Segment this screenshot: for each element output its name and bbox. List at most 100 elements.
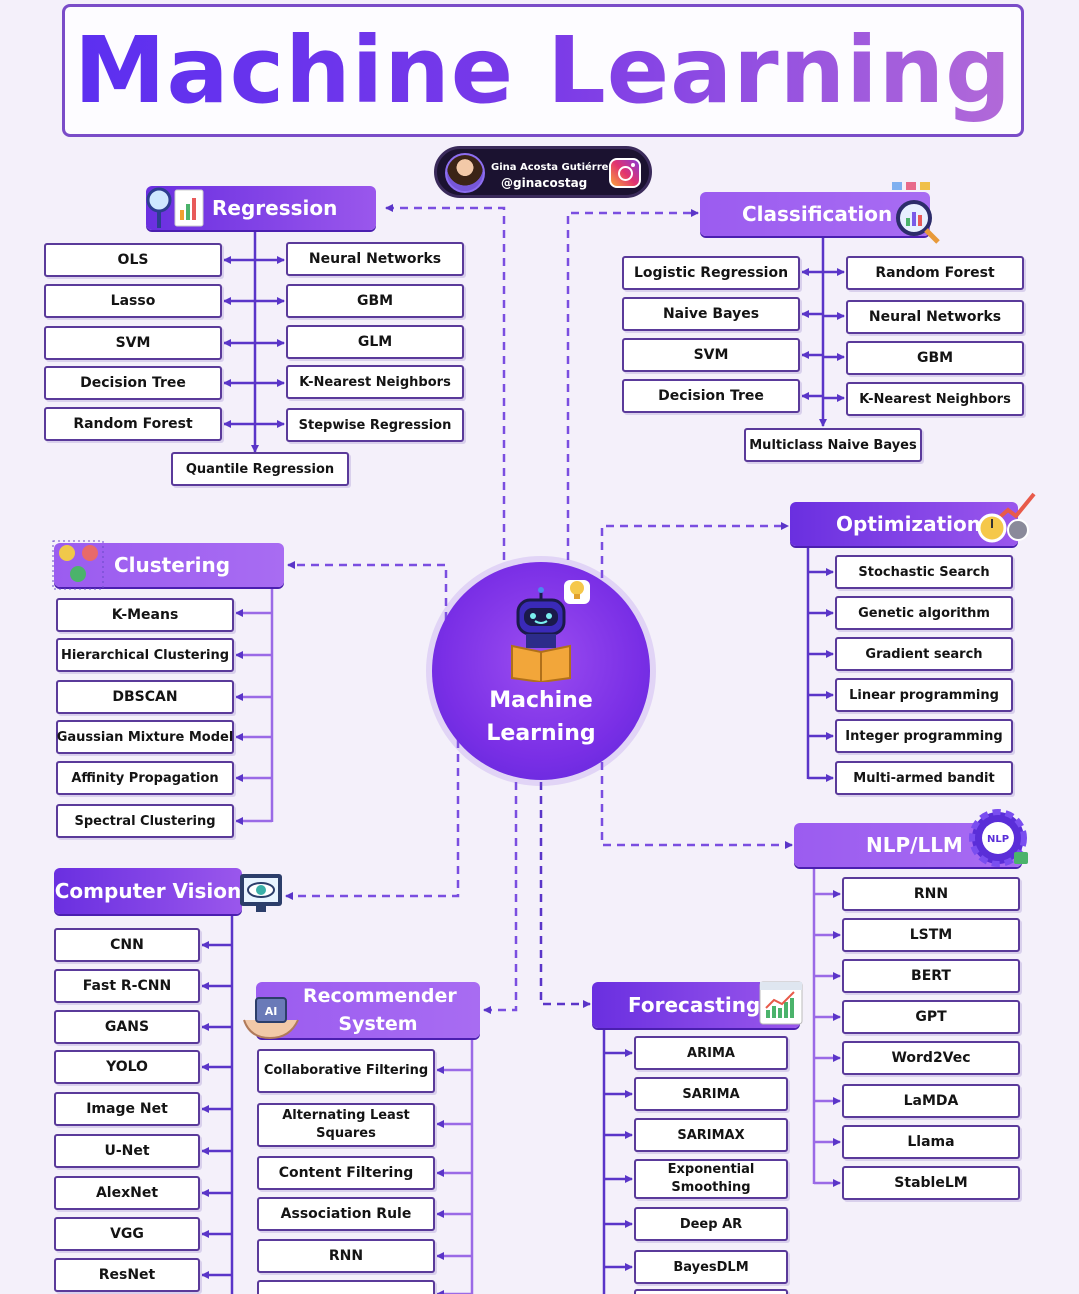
regression-item: SVM (44, 326, 222, 360)
nlp-badge-text: NLP (987, 834, 1009, 845)
recommender-item: Association Rule (257, 1197, 435, 1231)
vision-item: Fast R-CNN (54, 969, 200, 1003)
recommender-item: Alternating Least Squares (257, 1103, 435, 1147)
nlp-gear-icon: NLP (969, 809, 1028, 867)
optimization-item: Gradient search (835, 637, 1013, 671)
recommender-item: Content Filtering (257, 1156, 435, 1190)
category-label: Recommender System (303, 985, 457, 1035)
nlp-item: BERT (842, 959, 1020, 993)
nlp-item: RNN (842, 877, 1020, 911)
classification-item: GBM (846, 341, 1024, 375)
classification-item: Neural Networks (846, 300, 1024, 334)
classification-item: SVM (622, 338, 800, 372)
link-recommender (483, 782, 518, 1014)
regression-item: Lasso (44, 284, 222, 318)
nlp-item: StableLM (842, 1166, 1020, 1200)
vision-item: Image Net (54, 1092, 200, 1126)
clustering-item: Hierarchical Clustering (56, 638, 234, 672)
vision-item: GANS (54, 1010, 200, 1044)
author-name: Gina Acosta Gutiérrez (491, 162, 615, 173)
category-classification: Classification (700, 192, 930, 236)
monitor-eye-icon (240, 874, 282, 912)
category-label: Clustering (114, 553, 231, 577)
clustering-item: Affinity Propagation (56, 761, 234, 795)
classification-item: Decision Tree (622, 379, 800, 413)
clustering-item: K-Means (56, 598, 234, 632)
category-computer-vision: Computer Vision (54, 868, 242, 914)
regression-item: GBM (286, 284, 464, 318)
title-banner: Machine Learning (62, 4, 1024, 137)
author-badge[interactable]: Gina Acosta Gutiérrez @ginacostag (434, 146, 652, 198)
nlp-item: GPT (842, 1000, 1020, 1034)
recommender-item-cut (257, 1280, 435, 1294)
classification-item: Random Forest (846, 256, 1024, 290)
classification-item: Naive Bayes (622, 297, 800, 331)
clustering-item: DBSCAN (56, 680, 234, 714)
optimization-item: Genetic algorithm (835, 596, 1013, 630)
category-label: Optimization (836, 512, 981, 536)
nlp-item: LSTM (842, 918, 1020, 952)
regression-item: Quantile Regression (171, 452, 349, 486)
ai-hands-icon: AI (243, 997, 299, 1040)
optimization-item: Multi-armed bandit (835, 761, 1013, 795)
regression-item: Neural Networks (286, 242, 464, 276)
category-label: Computer Vision (54, 879, 242, 903)
forecasting-item: Deep AR (634, 1207, 788, 1241)
category-recommender-system: Recommender System (256, 982, 480, 1038)
regression-item: Decision Tree (44, 366, 222, 400)
link-vision (285, 740, 460, 900)
clustering-item: Spectral Clustering (56, 804, 234, 838)
forecasting-item: SARIMA (634, 1077, 788, 1111)
forecasting-item: ARIMA (634, 1036, 788, 1070)
nlp-item: LaMDA (842, 1084, 1020, 1118)
classification-item: Logistic Regression (622, 256, 800, 290)
central-topic: Machine Learning (432, 562, 650, 780)
category-label: Regression (212, 196, 338, 220)
vision-item: ResNet (54, 1258, 200, 1292)
category-clustering: Clustering (54, 543, 284, 587)
stopwatch-gear-icon (977, 492, 1036, 543)
vision-item: YOLO (54, 1050, 200, 1084)
avatar (445, 153, 485, 193)
link-forecasting (539, 782, 591, 1008)
nlp-item: Word2Vec (842, 1041, 1020, 1075)
category-label: Classification (742, 202, 893, 226)
optimization-item: Integer programming (835, 719, 1013, 753)
clusters-icon (52, 540, 104, 590)
robot-reading-icon (511, 587, 571, 682)
forecast-chart-icon (759, 981, 803, 1025)
forecasting-item: Exponential Smoothing (634, 1159, 788, 1199)
forecasting-item: BayesDLM (634, 1250, 788, 1284)
link-optimization (600, 522, 789, 620)
optimization-item: Linear programming (835, 678, 1013, 712)
author-handle: @ginacostag (501, 176, 588, 190)
regression-item: K-Nearest Neighbors (286, 365, 464, 399)
magnifier-chart-icon (146, 187, 204, 228)
recommender-item: Collaborative Filtering (257, 1049, 435, 1093)
classification-item: Multiclass Naive Bayes (744, 428, 922, 462)
vision-item: U-Net (54, 1134, 200, 1168)
lightbulb-icon (564, 580, 590, 604)
page-title: Machine Learning (74, 17, 1012, 124)
vision-item: AlexNet (54, 1176, 200, 1210)
regression-item: Stepwise Regression (286, 408, 464, 442)
central-topic-label: Machine Learning (486, 688, 596, 746)
nlp-item: Llama (842, 1125, 1020, 1159)
link-clustering (287, 561, 448, 620)
regression-item: OLS (44, 243, 222, 277)
vision-item: VGG (54, 1217, 200, 1251)
clustering-item: Gaussian Mixture Model (56, 720, 234, 754)
instagram-icon[interactable] (609, 158, 641, 188)
forecasting-item: SARIMAX (634, 1118, 788, 1152)
analytics-icon (892, 182, 940, 244)
vision-item: CNN (54, 928, 200, 962)
category-label: NLP/LLM (866, 833, 963, 857)
classification-item: K-Nearest Neighbors (846, 382, 1024, 416)
forecasting-item-cut (634, 1289, 788, 1294)
ai-badge-text: AI (265, 1005, 278, 1018)
category-label: Forecasting (628, 993, 761, 1017)
optimization-item: Stochastic Search (835, 555, 1013, 589)
recommender-item: RNN (257, 1239, 435, 1273)
regression-item: Random Forest (44, 407, 222, 441)
